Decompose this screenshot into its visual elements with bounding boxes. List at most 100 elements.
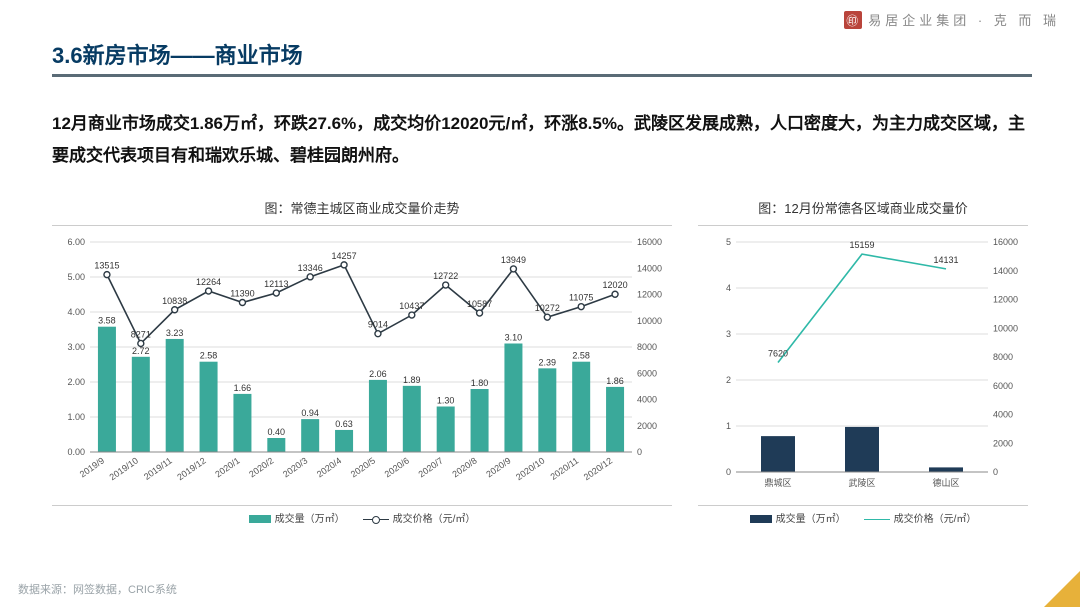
svg-text:0.63: 0.63 xyxy=(335,419,353,429)
svg-text:11075: 11075 xyxy=(569,293,593,303)
svg-text:1.80: 1.80 xyxy=(471,378,489,388)
svg-text:12000: 12000 xyxy=(993,295,1018,305)
svg-text:14000: 14000 xyxy=(993,266,1018,276)
svg-text:2020/4: 2020/4 xyxy=(315,455,343,479)
svg-text:2000: 2000 xyxy=(637,421,657,431)
svg-text:2019/11: 2019/11 xyxy=(142,455,174,481)
chart2-title: 图：12月份常德各区域商业成交量价 xyxy=(758,198,967,217)
svg-text:3.58: 3.58 xyxy=(98,316,116,326)
svg-text:德山区: 德山区 xyxy=(932,477,959,488)
legend-bar-label: 成交量（万㎡） xyxy=(776,514,846,525)
svg-text:16000: 16000 xyxy=(637,237,662,247)
legend-line-label: 成交价格（元/㎡） xyxy=(894,514,977,525)
svg-text:0.00: 0.00 xyxy=(67,447,85,457)
chart1-legend: 成交量（万㎡） 成交价格（元/㎡） xyxy=(249,510,476,525)
legend-bar-swatch xyxy=(750,515,772,523)
brand-text: 易居企业集团 · 克 而 瑞 xyxy=(868,10,1060,29)
svg-text:2: 2 xyxy=(726,375,731,385)
svg-text:2.39: 2.39 xyxy=(539,357,557,367)
chart2-svg: 0123450200040006000800010000120001400016… xyxy=(698,228,1028,498)
svg-text:1.66: 1.66 xyxy=(234,383,252,393)
svg-text:9014: 9014 xyxy=(368,320,388,330)
svg-text:6000: 6000 xyxy=(993,381,1013,391)
svg-text:4: 4 xyxy=(726,283,731,293)
svg-text:2.58: 2.58 xyxy=(200,351,218,361)
svg-text:8271: 8271 xyxy=(131,329,151,339)
svg-text:2020/7: 2020/7 xyxy=(417,455,445,479)
title-main: 新房市场 xyxy=(83,43,171,68)
footer-source: 数据来源：网签数据，CRIC系统 xyxy=(18,581,177,597)
svg-text:13346: 13346 xyxy=(298,263,323,273)
svg-text:10838: 10838 xyxy=(162,296,187,306)
svg-text:15159: 15159 xyxy=(849,240,874,250)
svg-text:2000: 2000 xyxy=(993,438,1013,448)
svg-text:3: 3 xyxy=(726,329,731,339)
brand-logo-icon xyxy=(844,11,862,29)
svg-text:1.89: 1.89 xyxy=(403,375,421,385)
title-num: 3.6 xyxy=(52,43,83,68)
summary-paragraph: 12月商业市场成交1.86万㎡，环跌27.6%，成交均价12020元/㎡，环涨8… xyxy=(52,108,1032,173)
svg-text:2.58: 2.58 xyxy=(572,351,590,361)
svg-text:1.30: 1.30 xyxy=(437,396,455,406)
svg-text:10000: 10000 xyxy=(637,316,662,326)
svg-text:12722: 12722 xyxy=(433,271,458,281)
svg-text:1: 1 xyxy=(726,421,731,431)
svg-text:0: 0 xyxy=(993,467,998,477)
svg-text:2020/12: 2020/12 xyxy=(582,455,614,482)
svg-text:3.00: 3.00 xyxy=(67,342,85,352)
svg-text:14000: 14000 xyxy=(637,263,662,273)
svg-text:2020/11: 2020/11 xyxy=(548,455,580,481)
svg-text:2020/5: 2020/5 xyxy=(349,455,377,479)
svg-text:8000: 8000 xyxy=(993,352,1013,362)
svg-text:12113: 12113 xyxy=(264,279,288,289)
svg-text:2.06: 2.06 xyxy=(369,369,387,379)
svg-text:2020/3: 2020/3 xyxy=(281,455,309,479)
chart1-box: 图：常德主城区商业成交量价走势 0.00 1.00 2.00 3.00 4.00 5.00… xyxy=(52,198,672,525)
svg-text:2020/10: 2020/10 xyxy=(514,455,546,482)
legend-line-label: 成交价格（元/㎡） xyxy=(393,514,476,525)
svg-text:10437: 10437 xyxy=(399,301,424,311)
svg-text:12264: 12264 xyxy=(196,277,221,287)
svg-text:14257: 14257 xyxy=(332,251,357,261)
svg-text:1.00: 1.00 xyxy=(67,412,85,422)
svg-text:2020/9: 2020/9 xyxy=(484,455,512,479)
svg-text:6.00: 6.00 xyxy=(67,237,85,247)
chart1-title: 图：常德主城区商业成交量价走势 xyxy=(264,198,459,217)
chart1-svg: 0.001.002.003.004.005.006.00020004000600… xyxy=(52,228,672,498)
svg-text:4000: 4000 xyxy=(993,410,1013,420)
legend-bar-label: 成交量（万㎡） xyxy=(275,514,345,525)
svg-text:10272: 10272 xyxy=(535,303,560,313)
legend-line-swatch xyxy=(363,519,389,520)
svg-text:0.40: 0.40 xyxy=(268,427,286,437)
svg-text:11390: 11390 xyxy=(230,289,254,299)
svg-text:3.23: 3.23 xyxy=(166,328,184,338)
svg-text:4.00: 4.00 xyxy=(67,307,85,317)
section-title: 3.6新房市场——商业市场 xyxy=(52,38,303,70)
title-dash: —— xyxy=(171,43,215,68)
svg-text:5: 5 xyxy=(726,237,731,247)
title-sub: 商业市场 xyxy=(215,43,303,68)
svg-text:7620: 7620 xyxy=(768,348,788,358)
svg-text:2020/6: 2020/6 xyxy=(383,455,411,479)
svg-text:5.00: 5.00 xyxy=(67,272,85,282)
svg-text:8000: 8000 xyxy=(637,342,657,352)
svg-text:2.00: 2.00 xyxy=(67,377,85,387)
svg-text:2019/9: 2019/9 xyxy=(78,455,106,479)
charts-row: 图：常德主城区商业成交量价走势 0.00 1.00 2.00 3.00 4.00 5.00… xyxy=(52,198,1042,525)
svg-text:0.94: 0.94 xyxy=(301,408,319,418)
svg-text:13515: 13515 xyxy=(94,261,119,271)
svg-text:武陵区: 武陵区 xyxy=(848,477,875,488)
svg-text:12020: 12020 xyxy=(603,280,628,290)
svg-text:2019/12: 2019/12 xyxy=(175,455,207,482)
svg-text:鼎城区: 鼎城区 xyxy=(764,478,791,488)
chart2-box: 图：12月份常德各区域商业成交量价 0 1 2 3 4 5 0 2000 4000 6000 800… xyxy=(698,198,1028,525)
svg-text:10000: 10000 xyxy=(993,323,1018,333)
svg-text:0: 0 xyxy=(726,467,731,477)
svg-text:4000: 4000 xyxy=(637,395,657,405)
chart2-legend: 成交量（万㎡） 成交价格（元/㎡） xyxy=(750,510,977,525)
svg-text:14131: 14131 xyxy=(933,255,958,265)
svg-text:6000: 6000 xyxy=(637,368,657,378)
svg-text:13949: 13949 xyxy=(501,255,526,265)
legend-bar-swatch xyxy=(249,515,271,523)
svg-text:2020/8: 2020/8 xyxy=(450,455,478,479)
